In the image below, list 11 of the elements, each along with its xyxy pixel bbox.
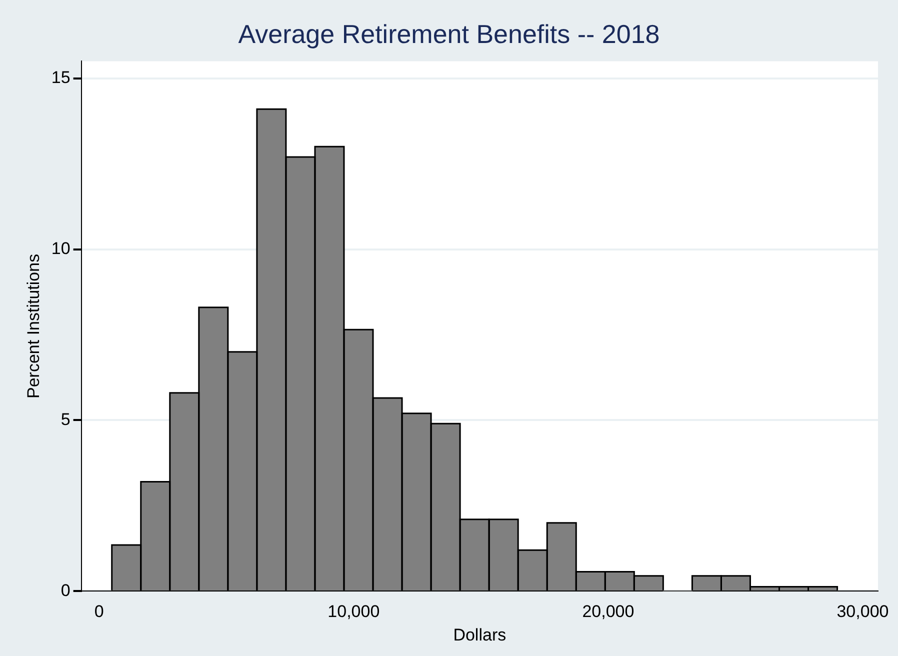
chart-title: Average Retirement Benefits -- 2018 bbox=[238, 18, 660, 49]
x-tick-label: 20,000 bbox=[582, 602, 634, 622]
y-tick-label: 10 bbox=[51, 238, 70, 258]
x-tick-label: 0 bbox=[94, 602, 104, 622]
y-tick-label: 15 bbox=[51, 68, 70, 87]
y-tick-label: 0 bbox=[60, 580, 70, 600]
y-tick-label: 5 bbox=[60, 410, 70, 429]
y-axis-title: Percent Institutions bbox=[24, 254, 43, 398]
x-axis-title: Dollars bbox=[453, 625, 506, 644]
x-tick-label: 10,000 bbox=[328, 602, 380, 622]
x-tick-label: 30,000 bbox=[836, 602, 889, 622]
